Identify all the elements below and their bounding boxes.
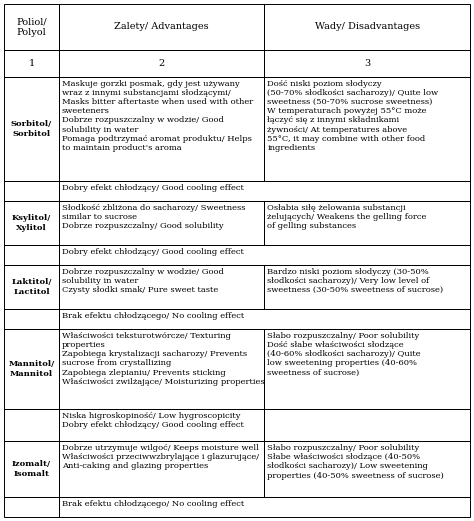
Bar	[264, 409, 470, 441]
Text: Brak efektu chłodzącego/ No cooling effect: Brak efektu chłodzącego/ No cooling effe…	[62, 312, 244, 320]
Bar	[4, 50, 59, 77]
Text: Słodkość zbliżona do sacharozy/ Sweetness
similar to sucrose
Dobrze rozpuszczaln: Słodkość zbliżona do sacharozy/ Sweetnes…	[62, 204, 246, 230]
Text: 3: 3	[364, 59, 370, 68]
Text: Dobrze utrzymuje wilgoć/ Keeps moisture well
Właściwości przeciwwzbrylające i gl: Dobrze utrzymuje wilgoć/ Keeps moisture …	[62, 444, 259, 470]
Text: Dobry efekt chłodzący/ Good cooling effect: Dobry efekt chłodzący/ Good cooling effe…	[62, 248, 244, 256]
Text: Sorbitol/
Sorbitol: Sorbitol/ Sorbitol	[11, 120, 52, 138]
Text: Osłabia siłę żelowania substancji
żelujących/ Weakens the gelling force
of gelli: Osłabia siłę żelowania substancji żelują…	[267, 204, 427, 230]
Bar	[59, 497, 470, 517]
Bar	[4, 201, 59, 245]
Text: Mannitol/
Mannitol: Mannitol/ Mannitol	[9, 361, 55, 378]
Text: Ksylitol/
Xylitol: Ksylitol/ Xylitol	[12, 215, 51, 232]
Bar	[264, 50, 470, 77]
Text: Niska higroskopiność/ Low hygroscopicity
Dobry efekt chłodzący/ Good cooling eff: Niska higroskopiność/ Low hygroscopicity…	[62, 412, 244, 429]
Bar	[4, 309, 59, 329]
Bar	[59, 309, 470, 329]
Bar	[4, 245, 59, 265]
Bar	[59, 265, 264, 309]
Bar	[59, 77, 264, 181]
Bar	[59, 329, 264, 409]
Bar	[4, 441, 59, 497]
Bar	[59, 50, 264, 77]
Text: Słabo rozpuszczalny/ Poor solubility
Dość słabe właściwości słodzące
(40-60% sło: Słabo rozpuszczalny/ Poor solubility Doś…	[267, 332, 421, 377]
Text: Właściwości teksturotwórcze/ Texturing
properties
Zapobiega krystalizacji sachar: Właściwości teksturotwórcze/ Texturing p…	[62, 332, 264, 386]
Bar	[4, 265, 59, 309]
Bar	[59, 181, 470, 201]
Text: 2: 2	[159, 59, 165, 68]
Text: Maskuje gorzki posmak, gdy jest używany
wraz z innymi substancjami słodzącymi/
M: Maskuje gorzki posmak, gdy jest używany …	[62, 80, 253, 152]
Bar	[59, 4, 264, 50]
Bar	[4, 181, 59, 201]
Text: Dobry efekt chłodzący/ Good cooling effect: Dobry efekt chłodzący/ Good cooling effe…	[62, 184, 244, 192]
Bar	[59, 245, 470, 265]
Bar	[4, 329, 59, 409]
Text: Poliol/
Polyol: Poliol/ Polyol	[16, 17, 47, 36]
Bar	[264, 4, 470, 50]
Text: Bardzo niski poziom słodyczy (30-50%
słodkości sacharozy)/ Very low level of
swe: Bardzo niski poziom słodyczy (30-50% sło…	[267, 268, 444, 294]
Bar	[4, 4, 59, 50]
Bar	[4, 409, 59, 441]
Bar	[4, 497, 59, 517]
Bar	[264, 201, 470, 245]
Bar	[264, 329, 470, 409]
Text: Słabo rozpuszczalny/ Poor solubility
Słabe właściwości słodzące (40-50%
słodkośc: Słabo rozpuszczalny/ Poor solubility Sła…	[267, 444, 444, 480]
Bar	[59, 409, 264, 441]
Bar	[264, 265, 470, 309]
Text: Izomalt/
Isomalt: Izomalt/ Isomalt	[12, 461, 51, 478]
Text: Brak efektu chłodzącego/ No cooling effect: Brak efektu chłodzącego/ No cooling effe…	[62, 500, 244, 508]
Text: Wady/ Disadvantages: Wady/ Disadvantages	[315, 22, 420, 31]
Text: Laktitol/
Lactitol: Laktitol/ Lactitol	[11, 278, 52, 295]
Bar	[59, 201, 264, 245]
Text: 1: 1	[28, 59, 35, 68]
Bar	[264, 441, 470, 497]
Text: Dobrze rozpuszczalny w wodzie/ Good
solubility in water
Czysty słodki smak/ Pure: Dobrze rozpuszczalny w wodzie/ Good solu…	[62, 268, 224, 294]
Text: Zalety/ Advantages: Zalety/ Advantages	[114, 22, 209, 31]
Bar	[59, 441, 264, 497]
Bar	[4, 77, 59, 181]
Bar	[264, 77, 470, 181]
Text: Dość niski poziom słodyczy
(50-70% słodkości sacharozy)/ Quite low
sweetness (50: Dość niski poziom słodyczy (50-70% słodk…	[267, 80, 438, 152]
